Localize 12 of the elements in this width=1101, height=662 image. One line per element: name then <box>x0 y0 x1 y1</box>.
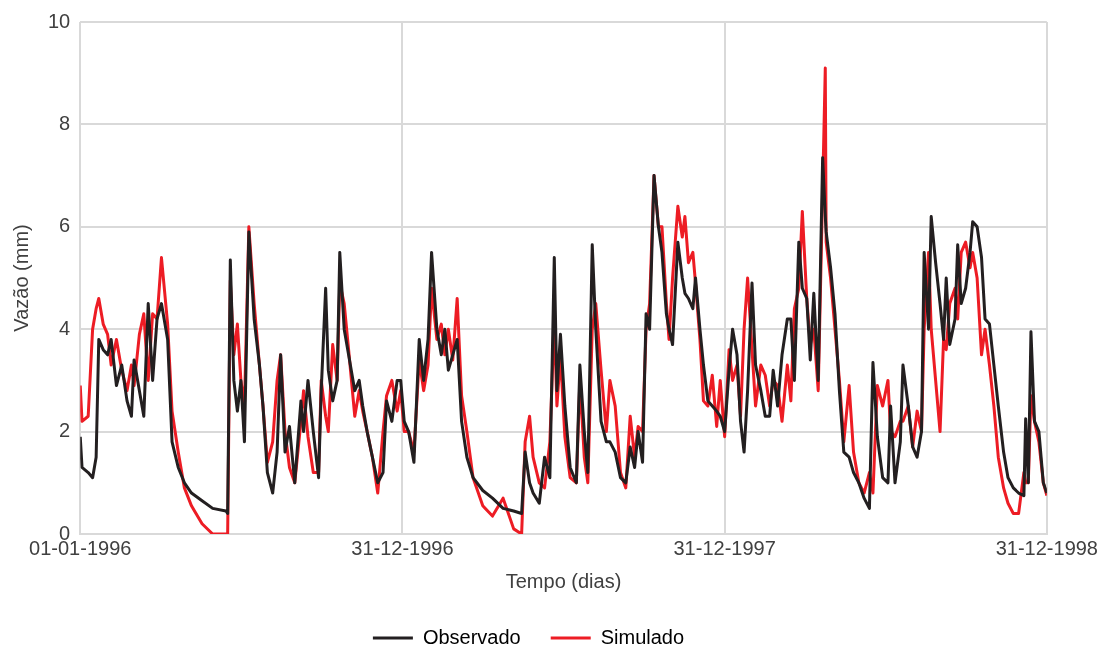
y-tick-label: 4 <box>59 316 71 339</box>
y-tick-label: 6 <box>59 214 71 237</box>
x-axis-title: Tempo (dias) <box>505 569 622 592</box>
y-axis-title: Vazão (mm) <box>9 224 32 332</box>
x-tick-label: 31-12-1997 <box>673 536 776 559</box>
x-tick-label: 31-12-1998 <box>995 536 1098 559</box>
legend-label: Observado <box>422 625 521 648</box>
x-tick-label: 31-12-1996 <box>351 536 454 559</box>
y-tick-label: 10 <box>48 9 71 32</box>
y-tick-label: 2 <box>59 419 71 442</box>
y-tick-label: 8 <box>59 111 71 134</box>
legend-label: Simulado <box>600 625 685 648</box>
